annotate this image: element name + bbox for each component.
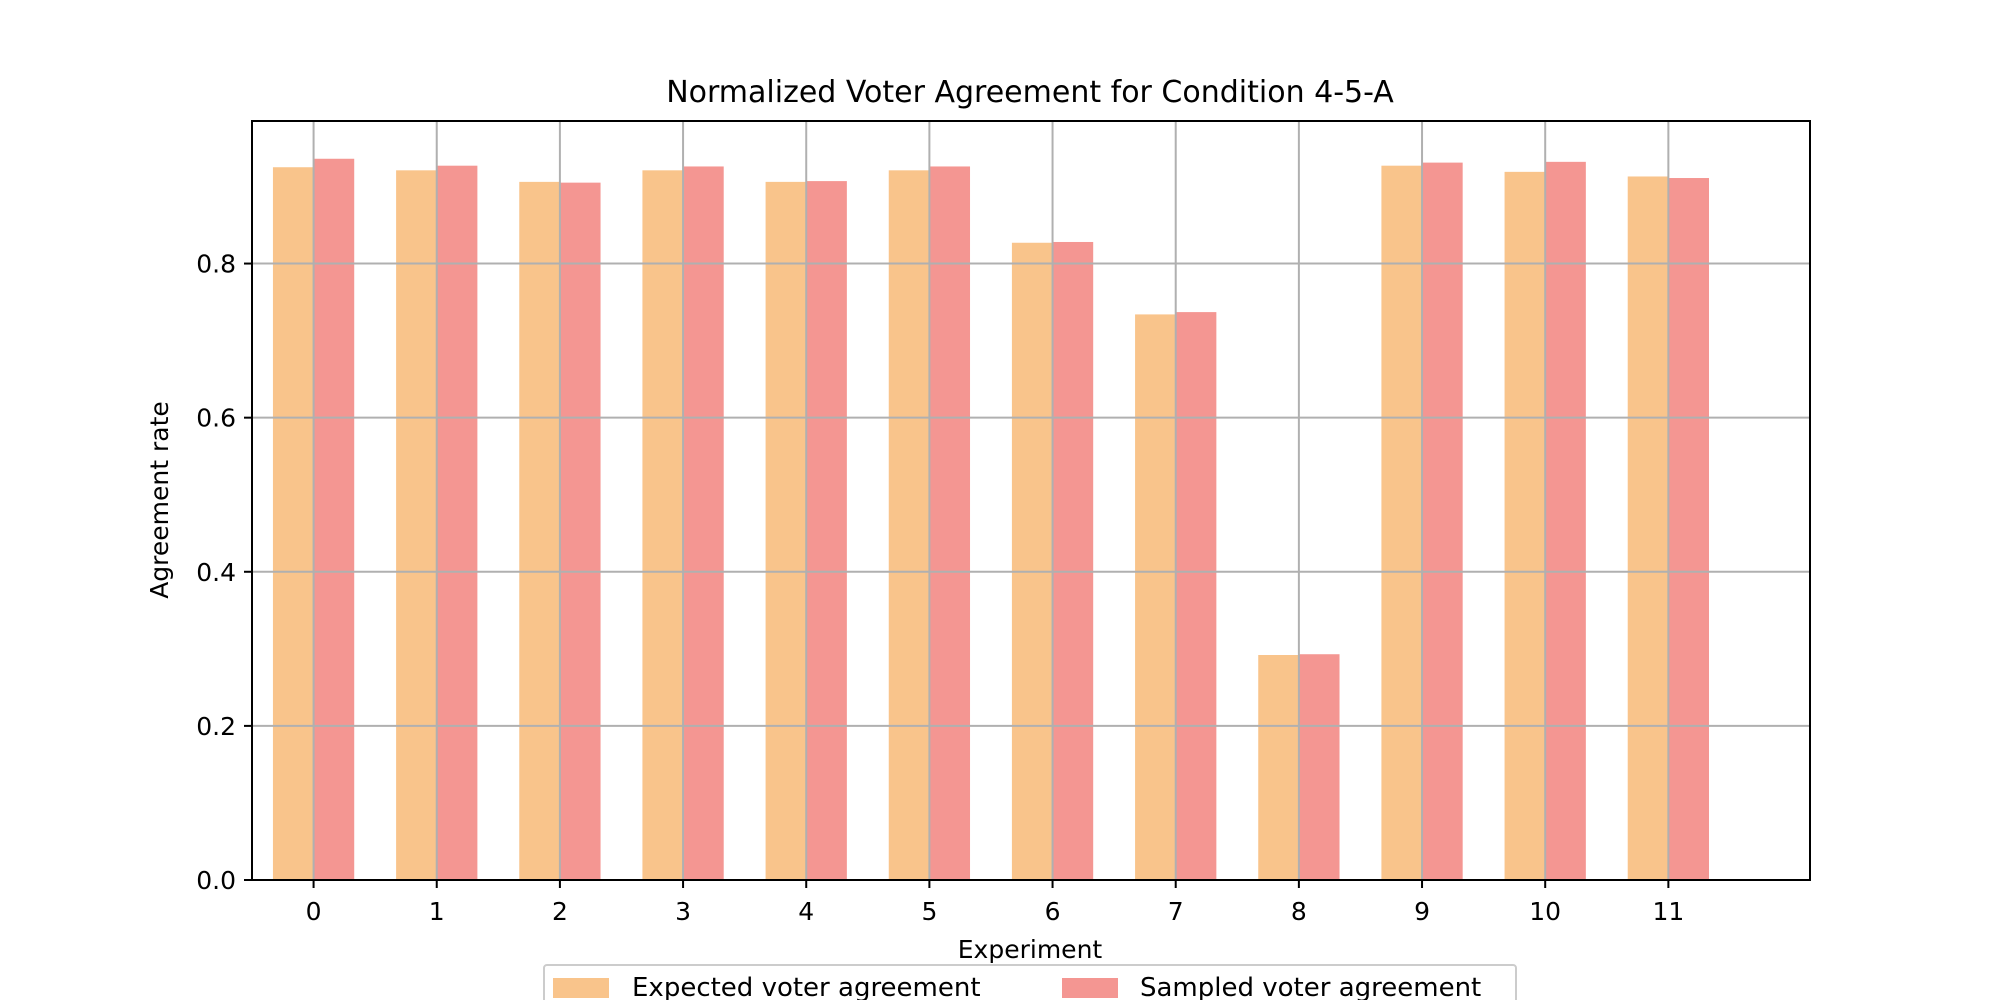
- bar-sampled-5: [929, 166, 971, 880]
- bar-expected-3: [642, 170, 684, 880]
- bars-layer: [272, 158, 1709, 881]
- legend: Expected voter agreement Sampled voter a…: [543, 964, 1517, 1004]
- x-tick-label-7: 7: [1168, 897, 1184, 926]
- y-axis-label: Agreement rate: [145, 401, 174, 599]
- y-tick-label-0.6: 0.6: [196, 404, 236, 433]
- bar-expected-5: [888, 170, 930, 880]
- bar-expected-2: [519, 181, 560, 880]
- y-tick-label-0.4: 0.4: [196, 558, 236, 587]
- x-tick-label-4: 4: [798, 897, 814, 926]
- y-tick-label-0.0: 0.0: [196, 866, 236, 895]
- x-tick-label-10: 10: [1529, 897, 1561, 926]
- x-tick-label-3: 3: [675, 897, 691, 926]
- bar-expected-11: [1627, 176, 1669, 881]
- axes-layer: 0 1 2 3 4 5 6 7 8 9 10 11 0.0 0.2 0.4 0.6 0.8: [196, 120, 1811, 926]
- x-tick-label-6: 6: [1045, 897, 1061, 926]
- y-tick-label-0.8: 0.8: [196, 250, 236, 279]
- plot-frame: [251, 120, 1811, 881]
- x-tick-label-5: 5: [921, 897, 937, 926]
- bar-sampled-0: [313, 158, 355, 880]
- bar-expected-7: [1135, 314, 1176, 880]
- x-tick-label-1: 1: [429, 897, 445, 926]
- x-tick-label-11: 11: [1652, 897, 1684, 926]
- legend-frame: [543, 964, 1517, 1004]
- chart-title: Normalized Voter Agreement for Condition…: [666, 75, 1394, 110]
- legend-label-sampled: Sampled voter agreement: [1140, 973, 1481, 1000]
- x-axis-label: Experiment: [958, 935, 1103, 964]
- bar-sampled-11: [1668, 178, 1709, 880]
- bar-sampled-10: [1545, 161, 1586, 881]
- bar-sampled-1: [436, 165, 478, 880]
- legend-swatch-sampled: [1062, 978, 1118, 998]
- bar-expected-4: [765, 181, 807, 880]
- x-tick-label-9: 9: [1414, 897, 1430, 926]
- x-tick-label-2: 2: [552, 897, 568, 926]
- x-tick-label-0: 0: [306, 897, 322, 926]
- bar-sampled-7: [1175, 312, 1217, 881]
- bar-sampled-4: [806, 181, 847, 881]
- bar-sampled-8: [1298, 654, 1340, 880]
- bar-sampled-2: [559, 182, 601, 880]
- bar-sampled-9: [1422, 162, 1463, 881]
- bar-expected-9: [1381, 165, 1423, 880]
- bar-expected-0: [272, 167, 314, 881]
- y-tick-label-0.2: 0.2: [196, 712, 236, 741]
- bar-expected-1: [396, 170, 437, 880]
- x-tick-label-8: 8: [1291, 897, 1307, 926]
- bar-expected-8: [1258, 655, 1299, 880]
- bar-expected-10: [1504, 171, 1546, 881]
- bar-expected-6: [1011, 242, 1053, 880]
- legend-label-expected: Expected voter agreement: [632, 973, 981, 1000]
- bar-sampled-3: [683, 166, 724, 880]
- legend-swatch-expected: [553, 978, 609, 998]
- bar-sampled-6: [1052, 241, 1094, 881]
